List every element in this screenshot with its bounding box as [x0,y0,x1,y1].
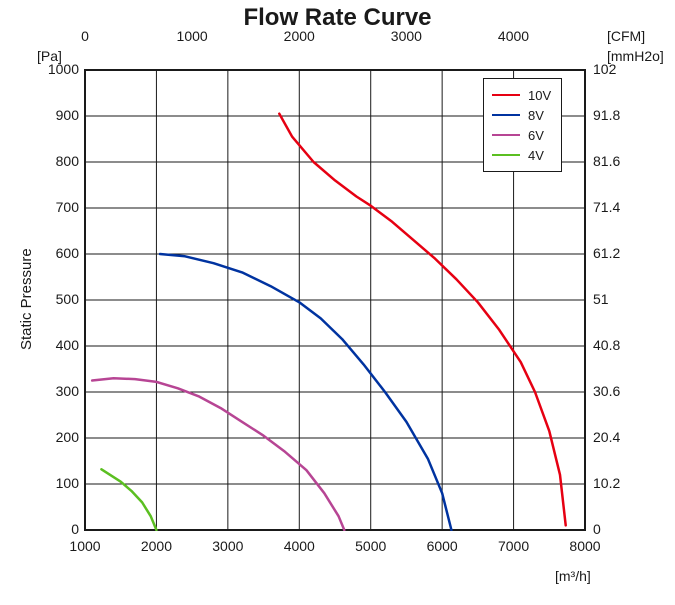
y-axis-title: Static Pressure [18,248,35,350]
chart-container: Flow Rate Curve Static Pressure [Pa] [mm… [0,0,675,605]
y-right-tick: 71.4 [593,199,620,215]
y-right-tick: 10.2 [593,475,620,491]
y-left-tick: 300 [56,383,79,399]
x-top-unit: [CFM] [607,28,645,44]
y-left-tick: 200 [56,429,79,445]
x-bottom-unit: [m³/h] [555,568,591,584]
legend-swatch [492,154,520,156]
y-right-tick: 0 [593,521,601,537]
series-line [92,378,344,530]
legend-label: 8V [528,108,544,123]
y-left-tick: 100 [56,475,79,491]
y-left-tick: 500 [56,291,79,307]
x-bottom-tick: 2000 [138,538,174,554]
series-line [101,469,156,530]
y-right-tick: 81.6 [593,153,620,169]
y-left-tick: 0 [71,521,79,537]
x-top-tick: 4000 [496,28,532,44]
x-bottom-tick: 4000 [281,538,317,554]
x-bottom-tick: 8000 [567,538,603,554]
legend-swatch [492,114,520,116]
x-top-tick: 1000 [174,28,210,44]
y-right-tick: 20.4 [593,429,620,445]
legend-item: 8V [492,105,551,125]
y-right-tick: 102 [593,61,616,77]
x-bottom-tick: 7000 [496,538,532,554]
legend-label: 6V [528,128,544,143]
x-bottom-tick: 3000 [210,538,246,554]
y-left-tick: 900 [56,107,79,123]
y-left-tick: 400 [56,337,79,353]
y-left-tick: 1000 [48,61,79,77]
x-top-tick: 3000 [388,28,424,44]
x-top-tick: 2000 [281,28,317,44]
x-bottom-tick: 1000 [67,538,103,554]
y-right-tick: 91.8 [593,107,620,123]
legend-label: 4V [528,148,544,163]
y-left-tick: 800 [56,153,79,169]
legend-label: 10V [528,88,551,103]
y-right-tick: 61.2 [593,245,620,261]
x-bottom-tick: 5000 [353,538,389,554]
y-right-tick: 30.6 [593,383,620,399]
x-bottom-tick: 6000 [424,538,460,554]
legend: 10V 8V 6V 4V [483,78,562,172]
y-right-tick: 51 [593,291,609,307]
x-top-tick: 0 [67,28,103,44]
legend-item: 6V [492,125,551,145]
legend-swatch [492,134,520,136]
legend-item: 4V [492,145,551,165]
legend-item: 10V [492,85,551,105]
y-left-tick: 600 [56,245,79,261]
legend-swatch [492,94,520,96]
y-right-tick: 40.8 [593,337,620,353]
y-left-tick: 700 [56,199,79,215]
